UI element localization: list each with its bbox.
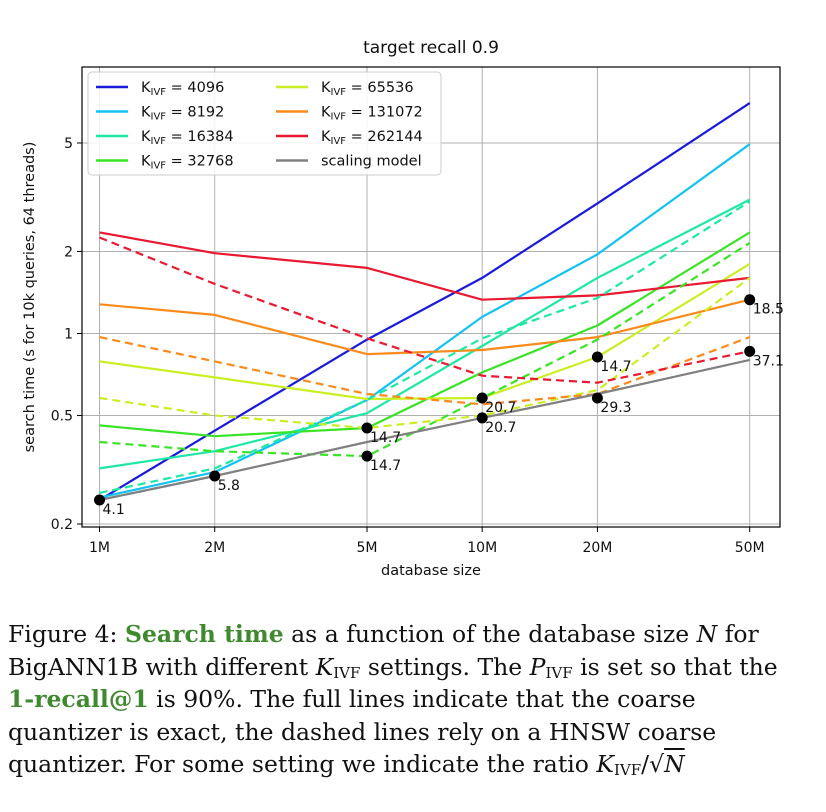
x-axis-label: database size — [381, 563, 481, 579]
series-line — [99, 241, 751, 458]
ratio-label: 14.7 — [370, 430, 401, 446]
series-lines — [98, 102, 751, 502]
ratio-markers: 4.1 5.8 14.7 14.7 20.7 20.7 14.7 29.3 18.5 37.1 — [94, 294, 784, 518]
x-tick-label: 50M — [735, 540, 765, 556]
x-tick-label: 1M — [89, 540, 110, 556]
ratio-marker — [361, 450, 373, 462]
series-line — [99, 358, 750, 502]
ratio-label: 14.7 — [600, 359, 631, 375]
ratio-marker — [591, 351, 603, 363]
series-line — [99, 198, 751, 470]
legend-label: KIVF = 32768 — [141, 154, 234, 172]
ratio-label: 37.1 — [753, 353, 784, 369]
y-tick-label: 0.5 — [51, 409, 73, 425]
x-tick-label: 20M — [582, 540, 612, 556]
ratio-marker — [591, 392, 603, 404]
figure-caption: Figure 4: Search time as a function of t… — [8, 620, 778, 779]
x-tick-label: 2M — [204, 540, 225, 556]
y-tick-label: 0.2 — [51, 517, 73, 533]
ratio-marker — [476, 412, 488, 424]
caption-highlight-recall: 1-recall@1 — [8, 685, 149, 713]
search-time-chart: target recall 0.9 4.1 5.8 14.7 14.7 20.7 20.7… — [22, 38, 784, 579]
y-tick-label: 1 — [64, 326, 73, 342]
ratio-marker — [94, 494, 106, 506]
series-line — [99, 298, 750, 356]
series-line — [99, 200, 751, 494]
ratio-marker — [476, 392, 488, 404]
x-tick-label: 10M — [467, 540, 497, 556]
ratio-marker — [744, 345, 756, 357]
ratio-label: 29.3 — [600, 400, 631, 416]
ratio-label: 5.8 — [218, 478, 240, 494]
y-axis-label: search time (s for 10k queries, 64 threa… — [22, 142, 38, 453]
ratio-label: 4.1 — [103, 502, 125, 518]
ratio-label: 18.5 — [753, 302, 784, 318]
chart-title: target recall 0.9 — [363, 38, 499, 58]
legend-box — [87, 71, 442, 176]
y-ticks: 0.2 0.5 1 2 5 — [51, 136, 82, 533]
series-line — [99, 143, 751, 499]
ratio-marker — [744, 294, 756, 306]
legend-label: scaling model — [321, 154, 422, 170]
caption-highlight-search-time: Search time — [124, 620, 284, 648]
series-line — [99, 336, 751, 406]
series-line — [98, 102, 751, 501]
series-line — [99, 231, 750, 301]
ratio-label: 20.7 — [485, 400, 516, 416]
ratio-label: 20.7 — [485, 420, 516, 436]
legend-label: KIVF = 131072 — [321, 105, 423, 123]
series-line — [99, 277, 751, 430]
ratio-marker — [361, 422, 373, 434]
series-line — [99, 236, 750, 384]
y-tick-label: 5 — [64, 136, 73, 152]
caption-figure-label: Figure 4: — [8, 620, 118, 648]
x-tick-label: 5M — [357, 540, 378, 556]
ratio-label: 14.7 — [370, 458, 401, 474]
legend-label: KIVF = 262144 — [321, 129, 423, 147]
x-ticks: 1M 2M 5M 10M 20M 50M — [89, 527, 765, 556]
ratio-marker — [209, 470, 221, 482]
plot-frame — [81, 66, 781, 528]
y-tick-label: 2 — [64, 244, 73, 260]
